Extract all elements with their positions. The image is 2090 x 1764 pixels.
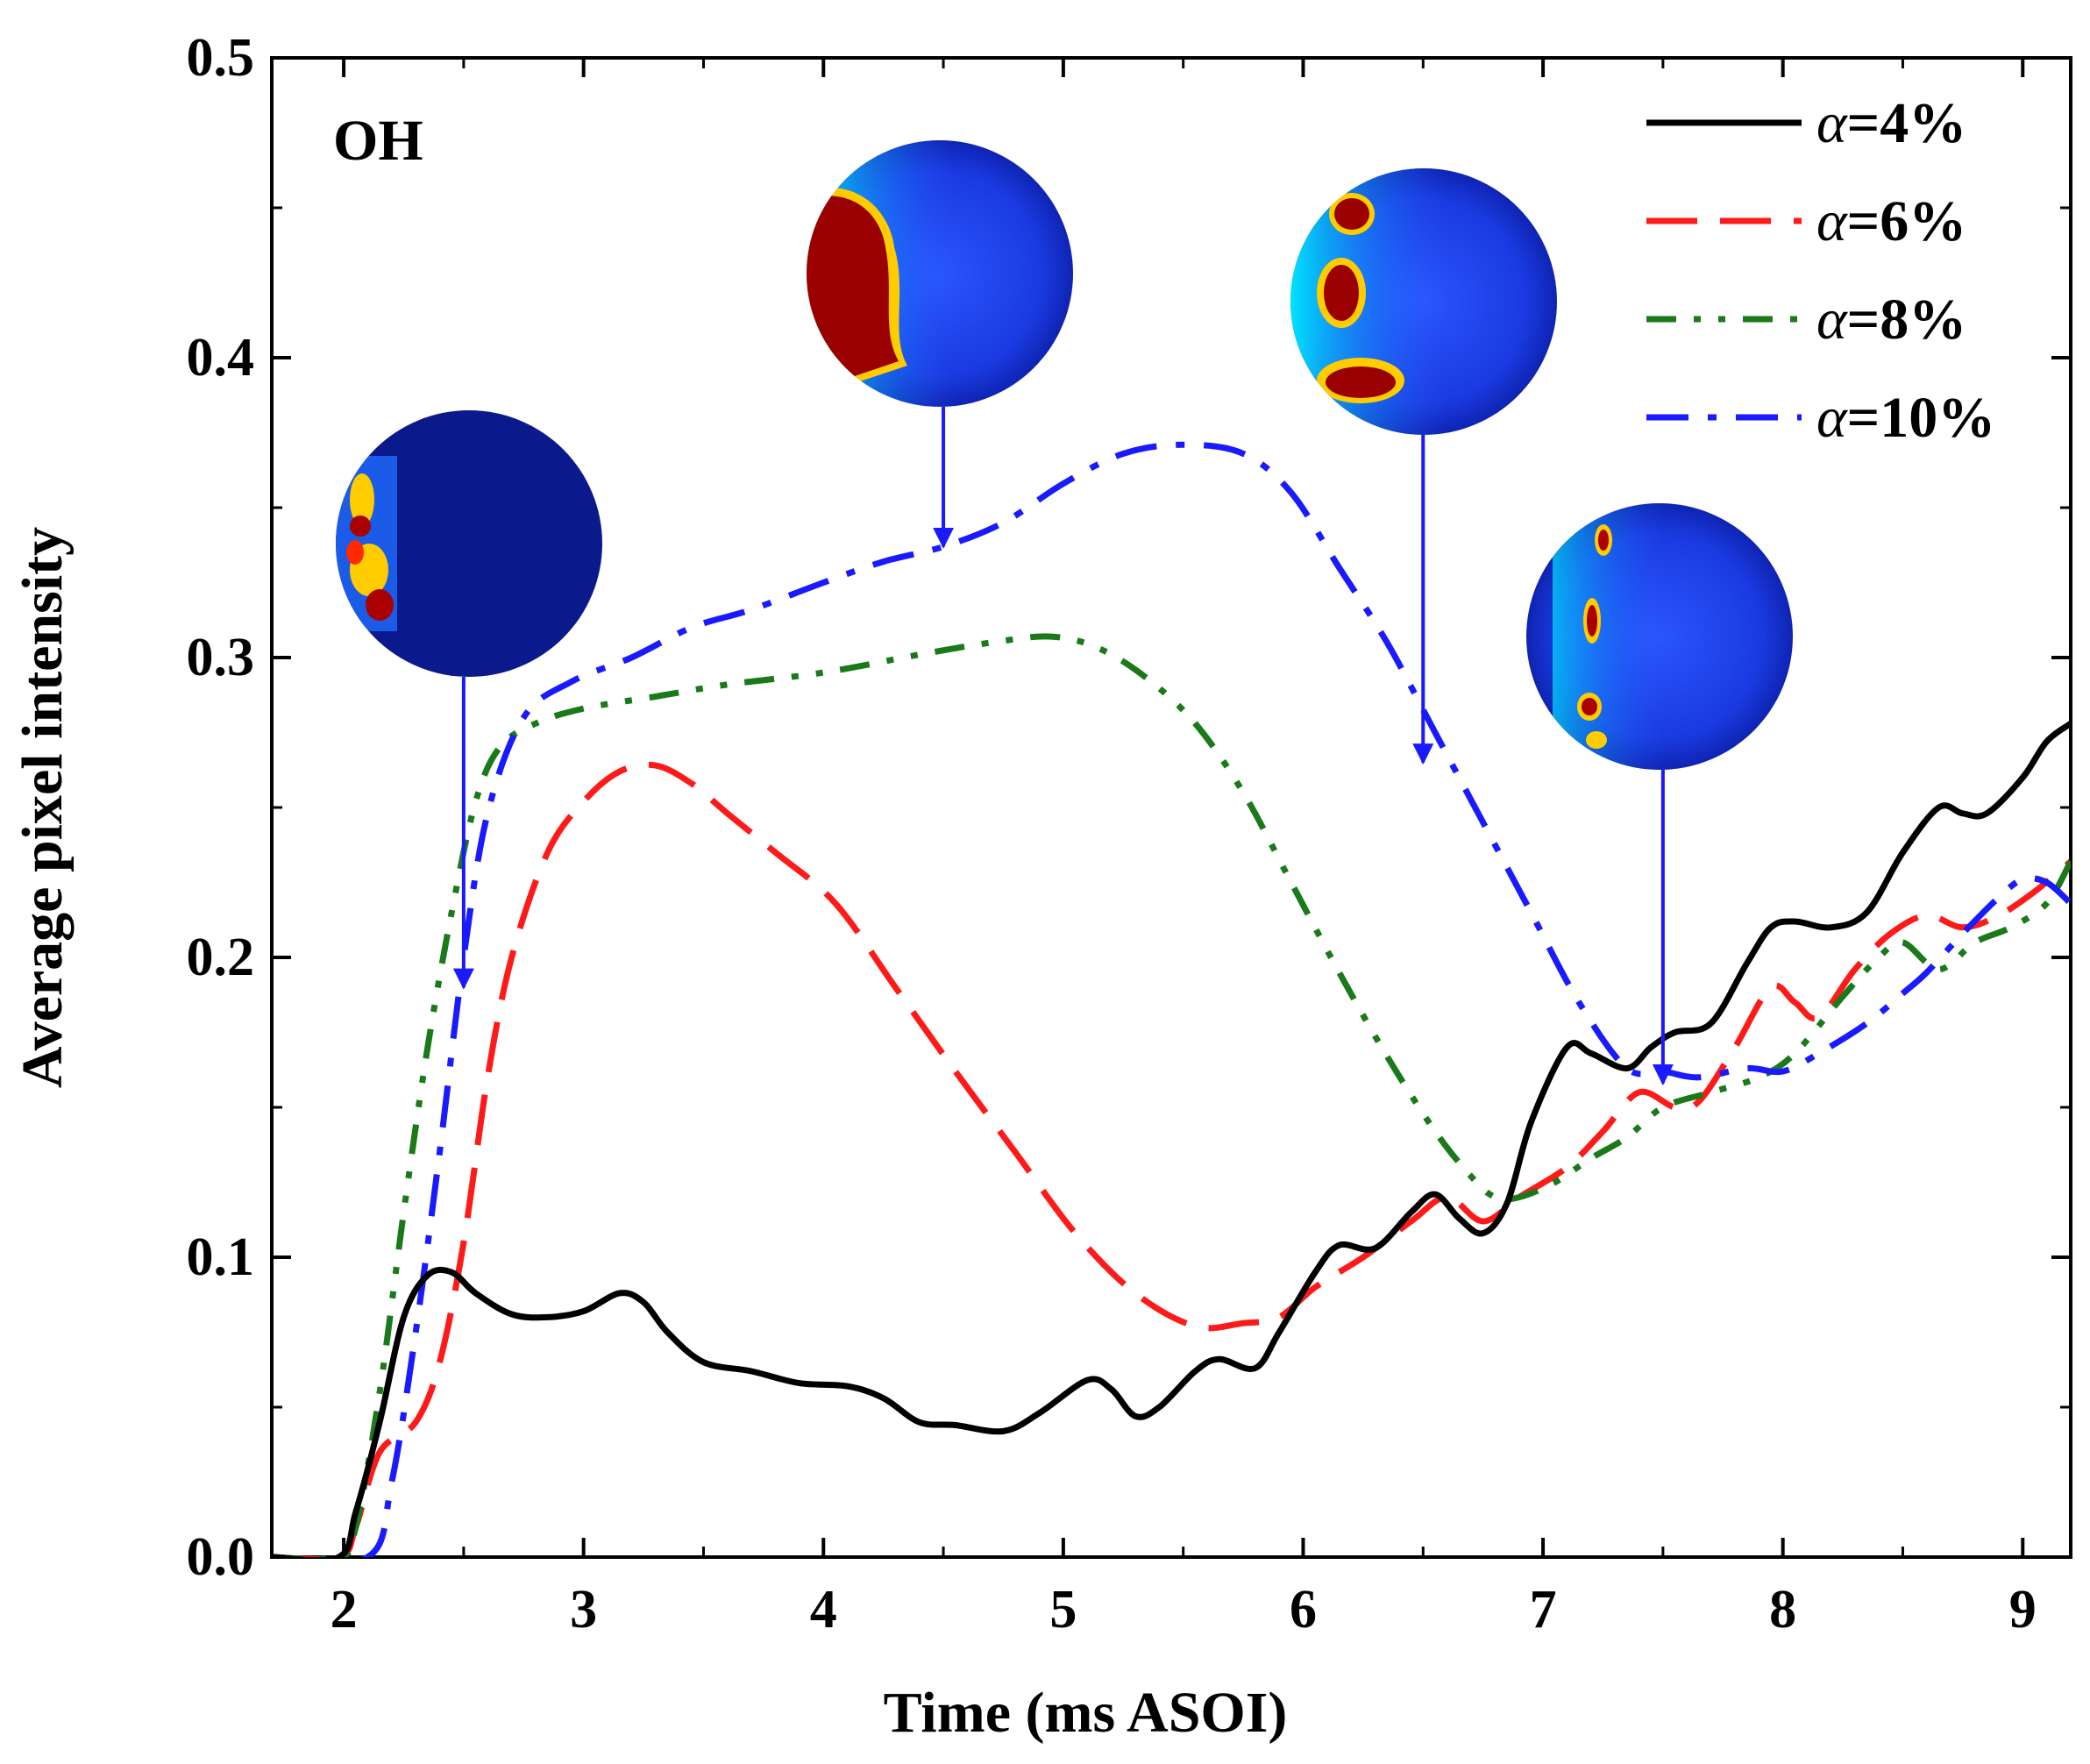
x-tick-label: 6 (1290, 1580, 1317, 1640)
series-line-8pct (272, 633, 2071, 1557)
legend-label: α=6% (1816, 189, 1966, 253)
series-line-10pct (272, 441, 2071, 1557)
inset-layer (336, 140, 1793, 1086)
y-tick-label: 0.4 (187, 328, 255, 388)
oh-image-2.5ms (336, 410, 602, 990)
inset-disc (336, 410, 602, 677)
panel-label: OH (333, 109, 423, 173)
series-line-6pct (272, 761, 2071, 1557)
legend-symbol: α (1816, 189, 1848, 253)
y-tick-label: 0.0 (187, 1527, 255, 1587)
x-axis-title: Time (ms ASOI) (884, 1681, 1288, 1745)
flame-region (336, 456, 397, 631)
x-tick-label: 4 (810, 1580, 837, 1640)
legend-symbol: α (1816, 386, 1848, 450)
legend-value: =8% (1847, 288, 1967, 352)
series-line-4pct (272, 721, 2071, 1557)
axis-ticks: 2 3 4 5 6 7 8 9 0.0 0.1 0.2 0.3 0.4 0.5 (187, 28, 2071, 1640)
y-axis-title: Average pixel intensity (11, 527, 75, 1088)
plot-frame (270, 56, 2072, 1559)
y-tick-label: 0.3 (187, 628, 255, 687)
legend: α=4%α=6%α=8%α=10% (1646, 91, 1995, 450)
y-tick-label: 0.1 (187, 1227, 255, 1287)
legend-label: α=10% (1816, 386, 1995, 450)
flame-region (1290, 168, 1448, 435)
legend-symbol: α (1816, 91, 1848, 155)
legend-value: =4% (1847, 91, 1967, 155)
series-layer (272, 441, 2071, 1557)
x-tick-label: 3 (570, 1580, 597, 1640)
x-tick-label: 7 (1530, 1580, 1557, 1640)
y-tick-label: 0.2 (187, 928, 255, 987)
legend-label: α=8% (1816, 288, 1966, 352)
legend-label: α=4% (1816, 91, 1966, 155)
legend-value: =6% (1847, 189, 1967, 253)
legend-value: =10% (1847, 386, 1996, 450)
y-tick-label: 0.5 (187, 28, 255, 88)
oh-image-6.5ms (1290, 168, 1557, 765)
x-tick-label: 5 (1049, 1580, 1077, 1640)
oh-image-7.5ms (1526, 503, 1793, 1086)
flame-region (807, 140, 956, 407)
x-tick-label: 2 (331, 1580, 358, 1640)
x-tick-label: 8 (1769, 1580, 1796, 1640)
oh-image-4.5ms (807, 140, 1073, 549)
legend-symbol: α (1816, 288, 1848, 352)
flame-region (1553, 503, 1667, 770)
x-tick-label: 9 (2009, 1580, 2037, 1640)
